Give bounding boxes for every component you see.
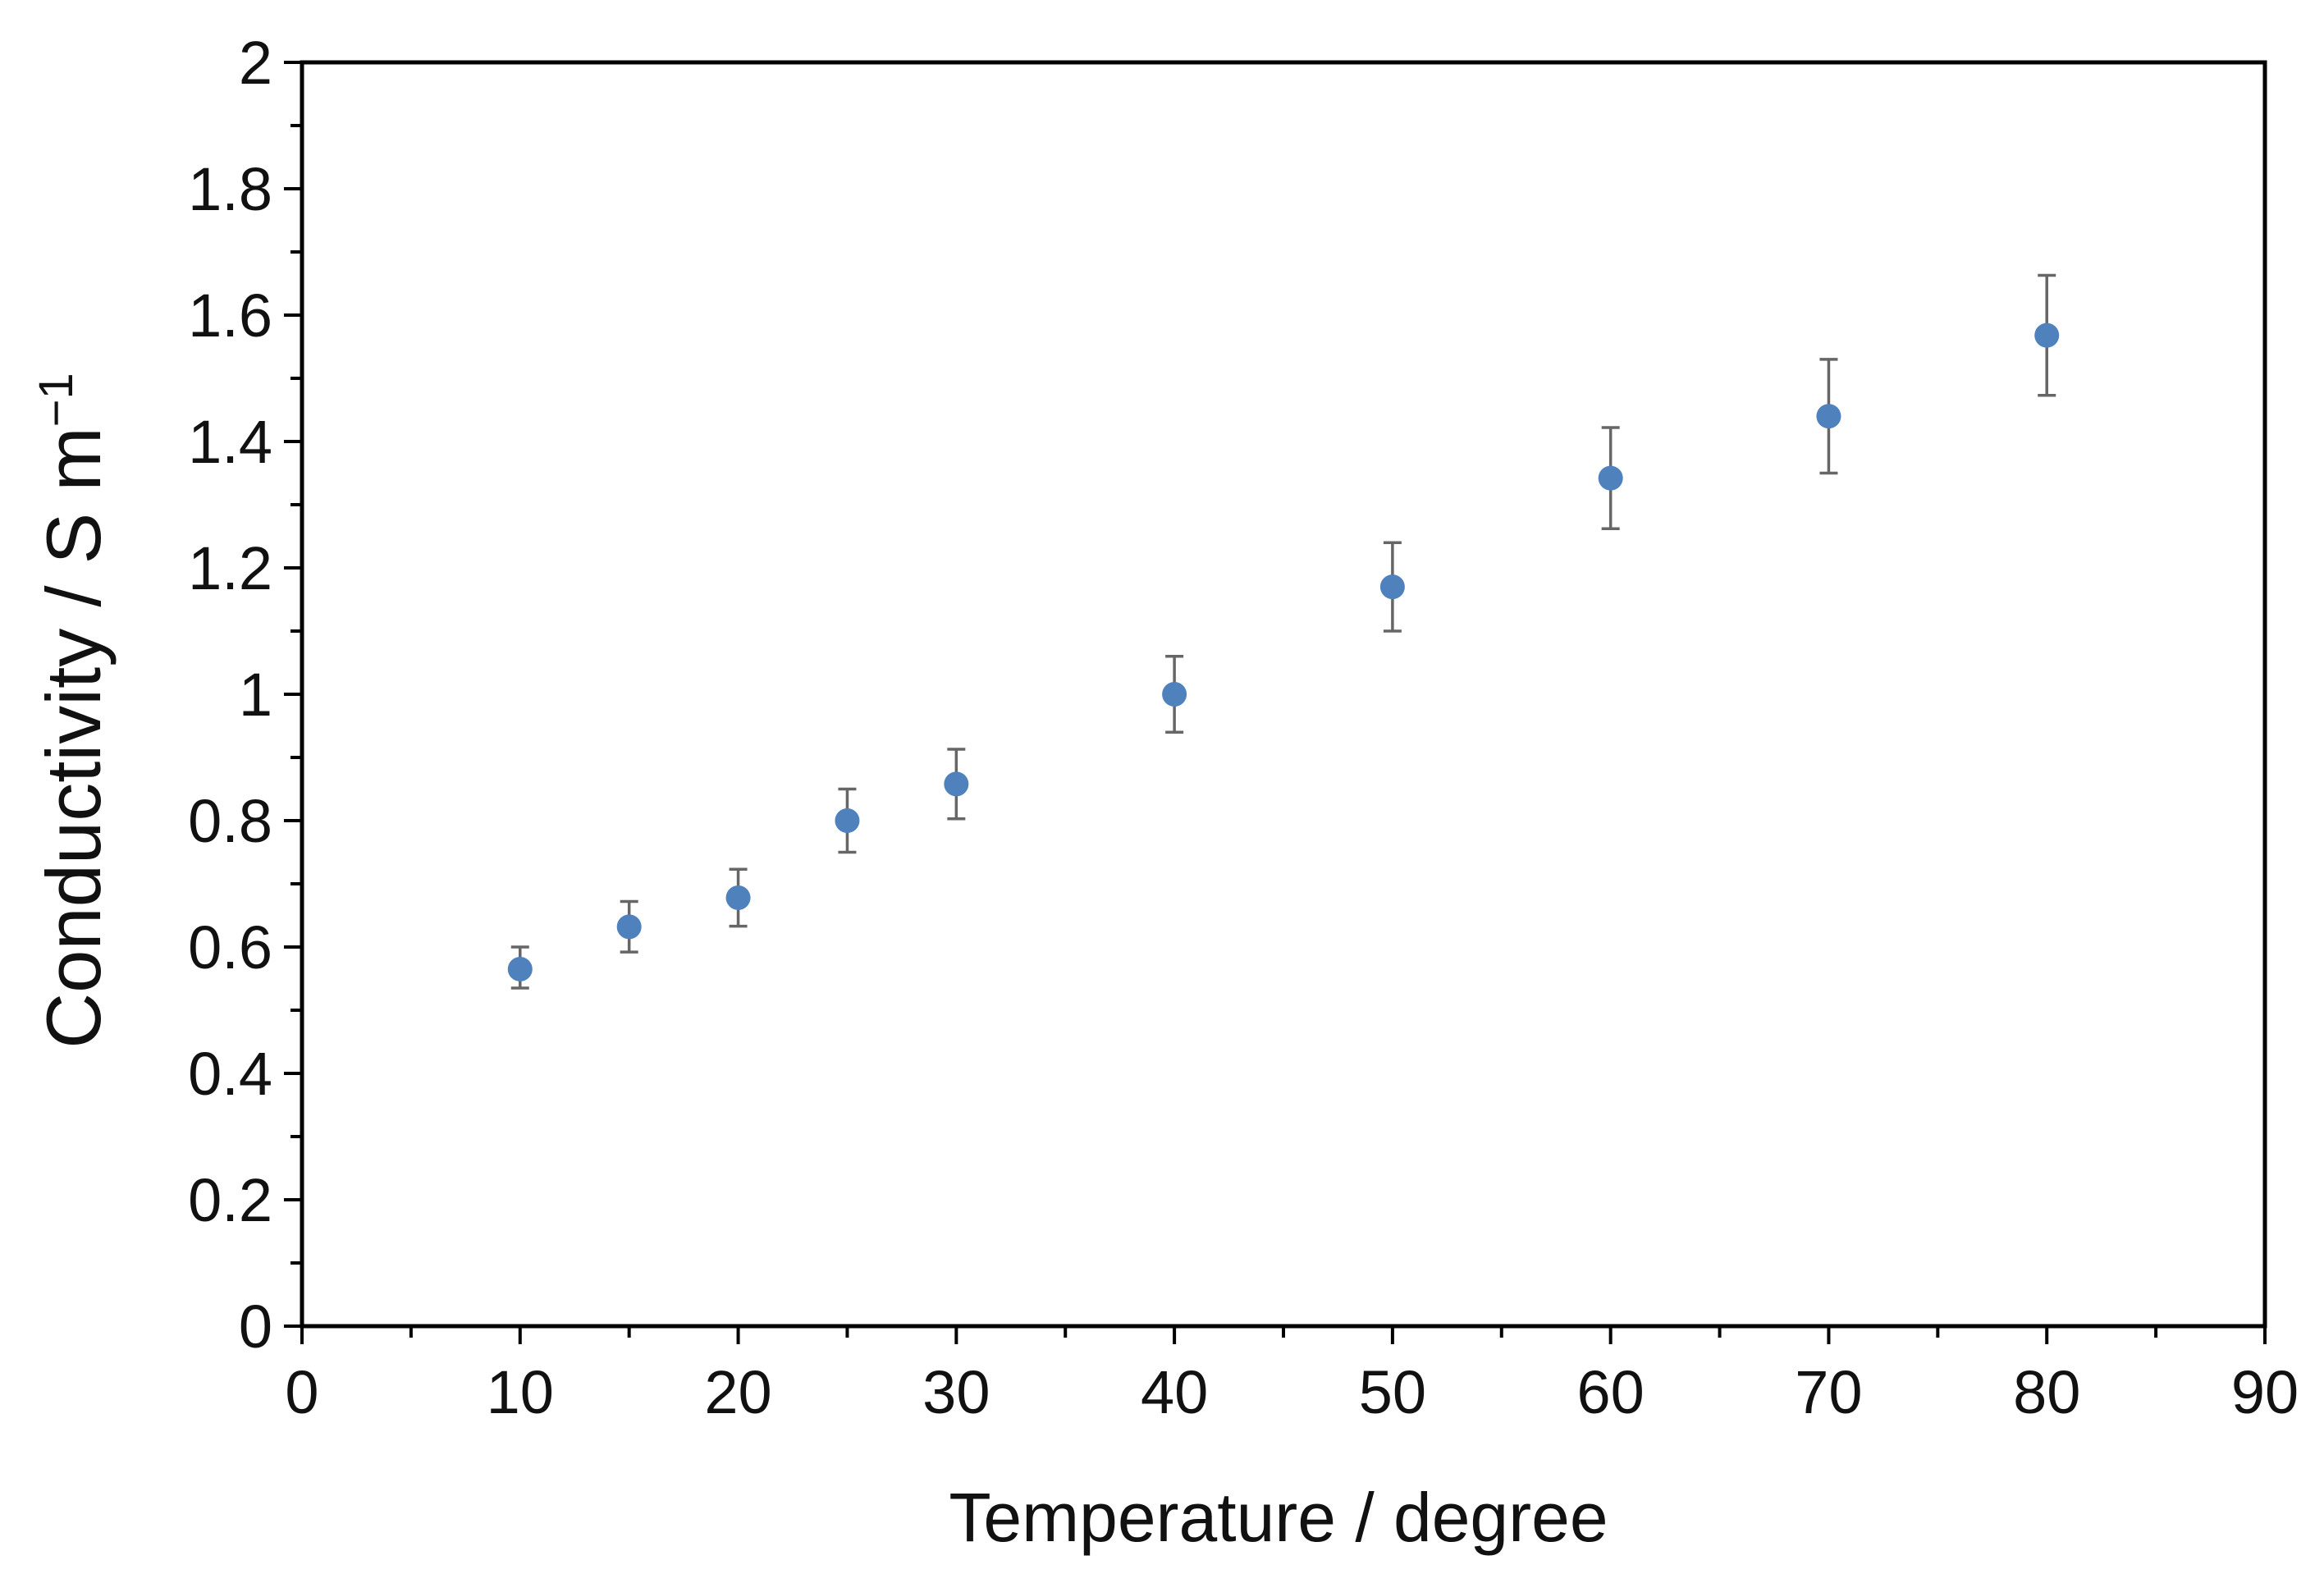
y-axis-title-main: Conductivity / S m [30,427,117,1048]
data-point [944,771,969,797]
data-point [725,885,751,910]
y-axis-title: Conductivity / S m−1 [30,373,117,1049]
y-axis-title-superscript: −1 [30,373,83,427]
y-tick-label: 1.6 [188,281,272,350]
axes [300,60,2267,1329]
y-tick-label: 0.6 [188,913,272,981]
y-tick-label: 1.4 [188,408,272,476]
plot-frame [300,60,2267,1329]
tick-marks [284,61,2267,1344]
data-point [507,956,533,981]
data-point [2034,323,2060,348]
data-point [1816,404,1841,429]
x-tick-labels: 0 10 20 30 40 50 60 70 80 90 [285,1358,2299,1426]
error-bars [510,273,2056,990]
x-tick-label: 40 [1141,1358,1208,1426]
y-tick-label: 1.8 [188,155,272,223]
x-tick-label: 50 [1359,1358,1426,1426]
y-tick-labels: 0 0.2 0.4 0.6 0.8 1 1.2 1.4 1.6 1.8 2 [188,29,272,1361]
y-tick-label: 2 [239,29,272,97]
data-point [1379,574,1405,600]
x-axis-title: Temperature / degree [949,1479,1608,1556]
x-tick-label: 20 [704,1358,771,1426]
x-tick-label: 10 [487,1358,554,1426]
y-tick-label: 0.2 [188,1166,272,1234]
data-point [616,914,642,940]
x-tick-label: 30 [922,1358,990,1426]
y-tick-label: 0.8 [188,787,272,855]
x-tick-label: 60 [1577,1358,1645,1426]
x-tick-label: 90 [2231,1358,2299,1426]
data-point [1598,465,1623,491]
x-tick-label: 70 [1795,1358,1862,1426]
y-tick-label: 0 [239,1292,272,1361]
x-tick-label: 0 [285,1358,318,1426]
x-tick-label: 80 [2013,1358,2080,1426]
y-tick-label: 1.2 [188,534,272,602]
data-point [1162,682,1187,707]
data-point [835,808,860,833]
data-points [507,323,2060,981]
y-tick-label: 0.4 [188,1040,272,1108]
y-tick-label: 1 [239,661,272,729]
